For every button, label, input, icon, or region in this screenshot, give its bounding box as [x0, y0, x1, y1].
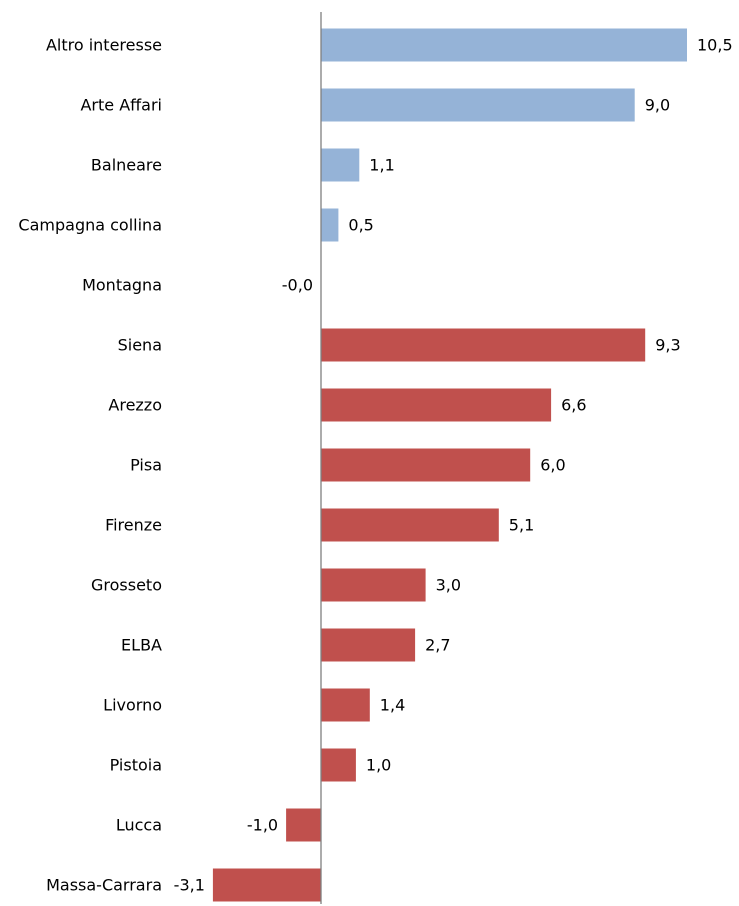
bar [321, 448, 531, 482]
value-label: 9,0 [645, 96, 670, 115]
category-label: Firenze [105, 516, 162, 535]
bar [321, 148, 360, 182]
value-label: 6,0 [540, 456, 565, 475]
category-label: ELBA [121, 636, 162, 655]
value-label: 0,5 [348, 216, 373, 235]
bar [286, 808, 321, 842]
category-label: Altro interesse [46, 36, 162, 55]
category-label: Livorno [103, 696, 162, 715]
value-label: 5,1 [509, 516, 534, 535]
category-label: Campagna collina [18, 216, 162, 235]
bar [321, 388, 552, 422]
category-label: Arezzo [108, 396, 162, 415]
category-label: Pisa [130, 456, 162, 475]
bar [321, 688, 370, 722]
bar [321, 628, 416, 662]
value-label: 9,3 [655, 336, 680, 355]
bar [321, 88, 635, 122]
value-label: 6,6 [561, 396, 586, 415]
value-label: 1,1 [369, 156, 394, 175]
bar [321, 508, 499, 542]
value-label: 3,0 [436, 576, 461, 595]
value-label: 1,0 [366, 756, 391, 775]
category-label: Massa-Carrara [46, 876, 162, 895]
bar [321, 568, 426, 602]
bar [212, 868, 321, 902]
bar [321, 748, 356, 782]
category-label: Montagna [82, 276, 162, 295]
value-label: 10,5 [697, 36, 733, 55]
value-label: 1,4 [380, 696, 405, 715]
category-label: Balneare [91, 156, 162, 175]
category-label: Lucca [116, 816, 162, 835]
category-label: Siena [118, 336, 162, 355]
value-label: 2,7 [425, 636, 450, 655]
value-label: -3,1 [174, 876, 205, 895]
bar [321, 328, 646, 362]
value-label: -0,0 [282, 276, 313, 295]
value-label: -1,0 [247, 816, 278, 835]
bar [321, 28, 687, 62]
category-label: Pistoia [110, 756, 162, 775]
category-label: Arte Affari [80, 96, 162, 115]
category-label: Grosseto [91, 576, 162, 595]
bar [321, 208, 339, 242]
